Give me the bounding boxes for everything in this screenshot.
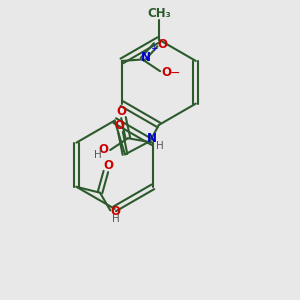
Text: −: − <box>169 67 180 80</box>
Text: O: O <box>114 119 124 132</box>
Text: H: H <box>112 214 119 224</box>
Text: +: + <box>151 44 158 53</box>
Text: O: O <box>104 158 114 172</box>
Text: H: H <box>94 150 102 160</box>
Text: CH₃: CH₃ <box>147 8 171 20</box>
Text: O: O <box>111 205 121 218</box>
Text: O: O <box>157 38 167 51</box>
Text: N: N <box>141 51 151 64</box>
Text: O: O <box>162 66 172 79</box>
Text: H: H <box>155 141 163 151</box>
Text: O: O <box>116 105 126 118</box>
Text: N: N <box>146 132 157 145</box>
Text: O: O <box>99 143 109 157</box>
